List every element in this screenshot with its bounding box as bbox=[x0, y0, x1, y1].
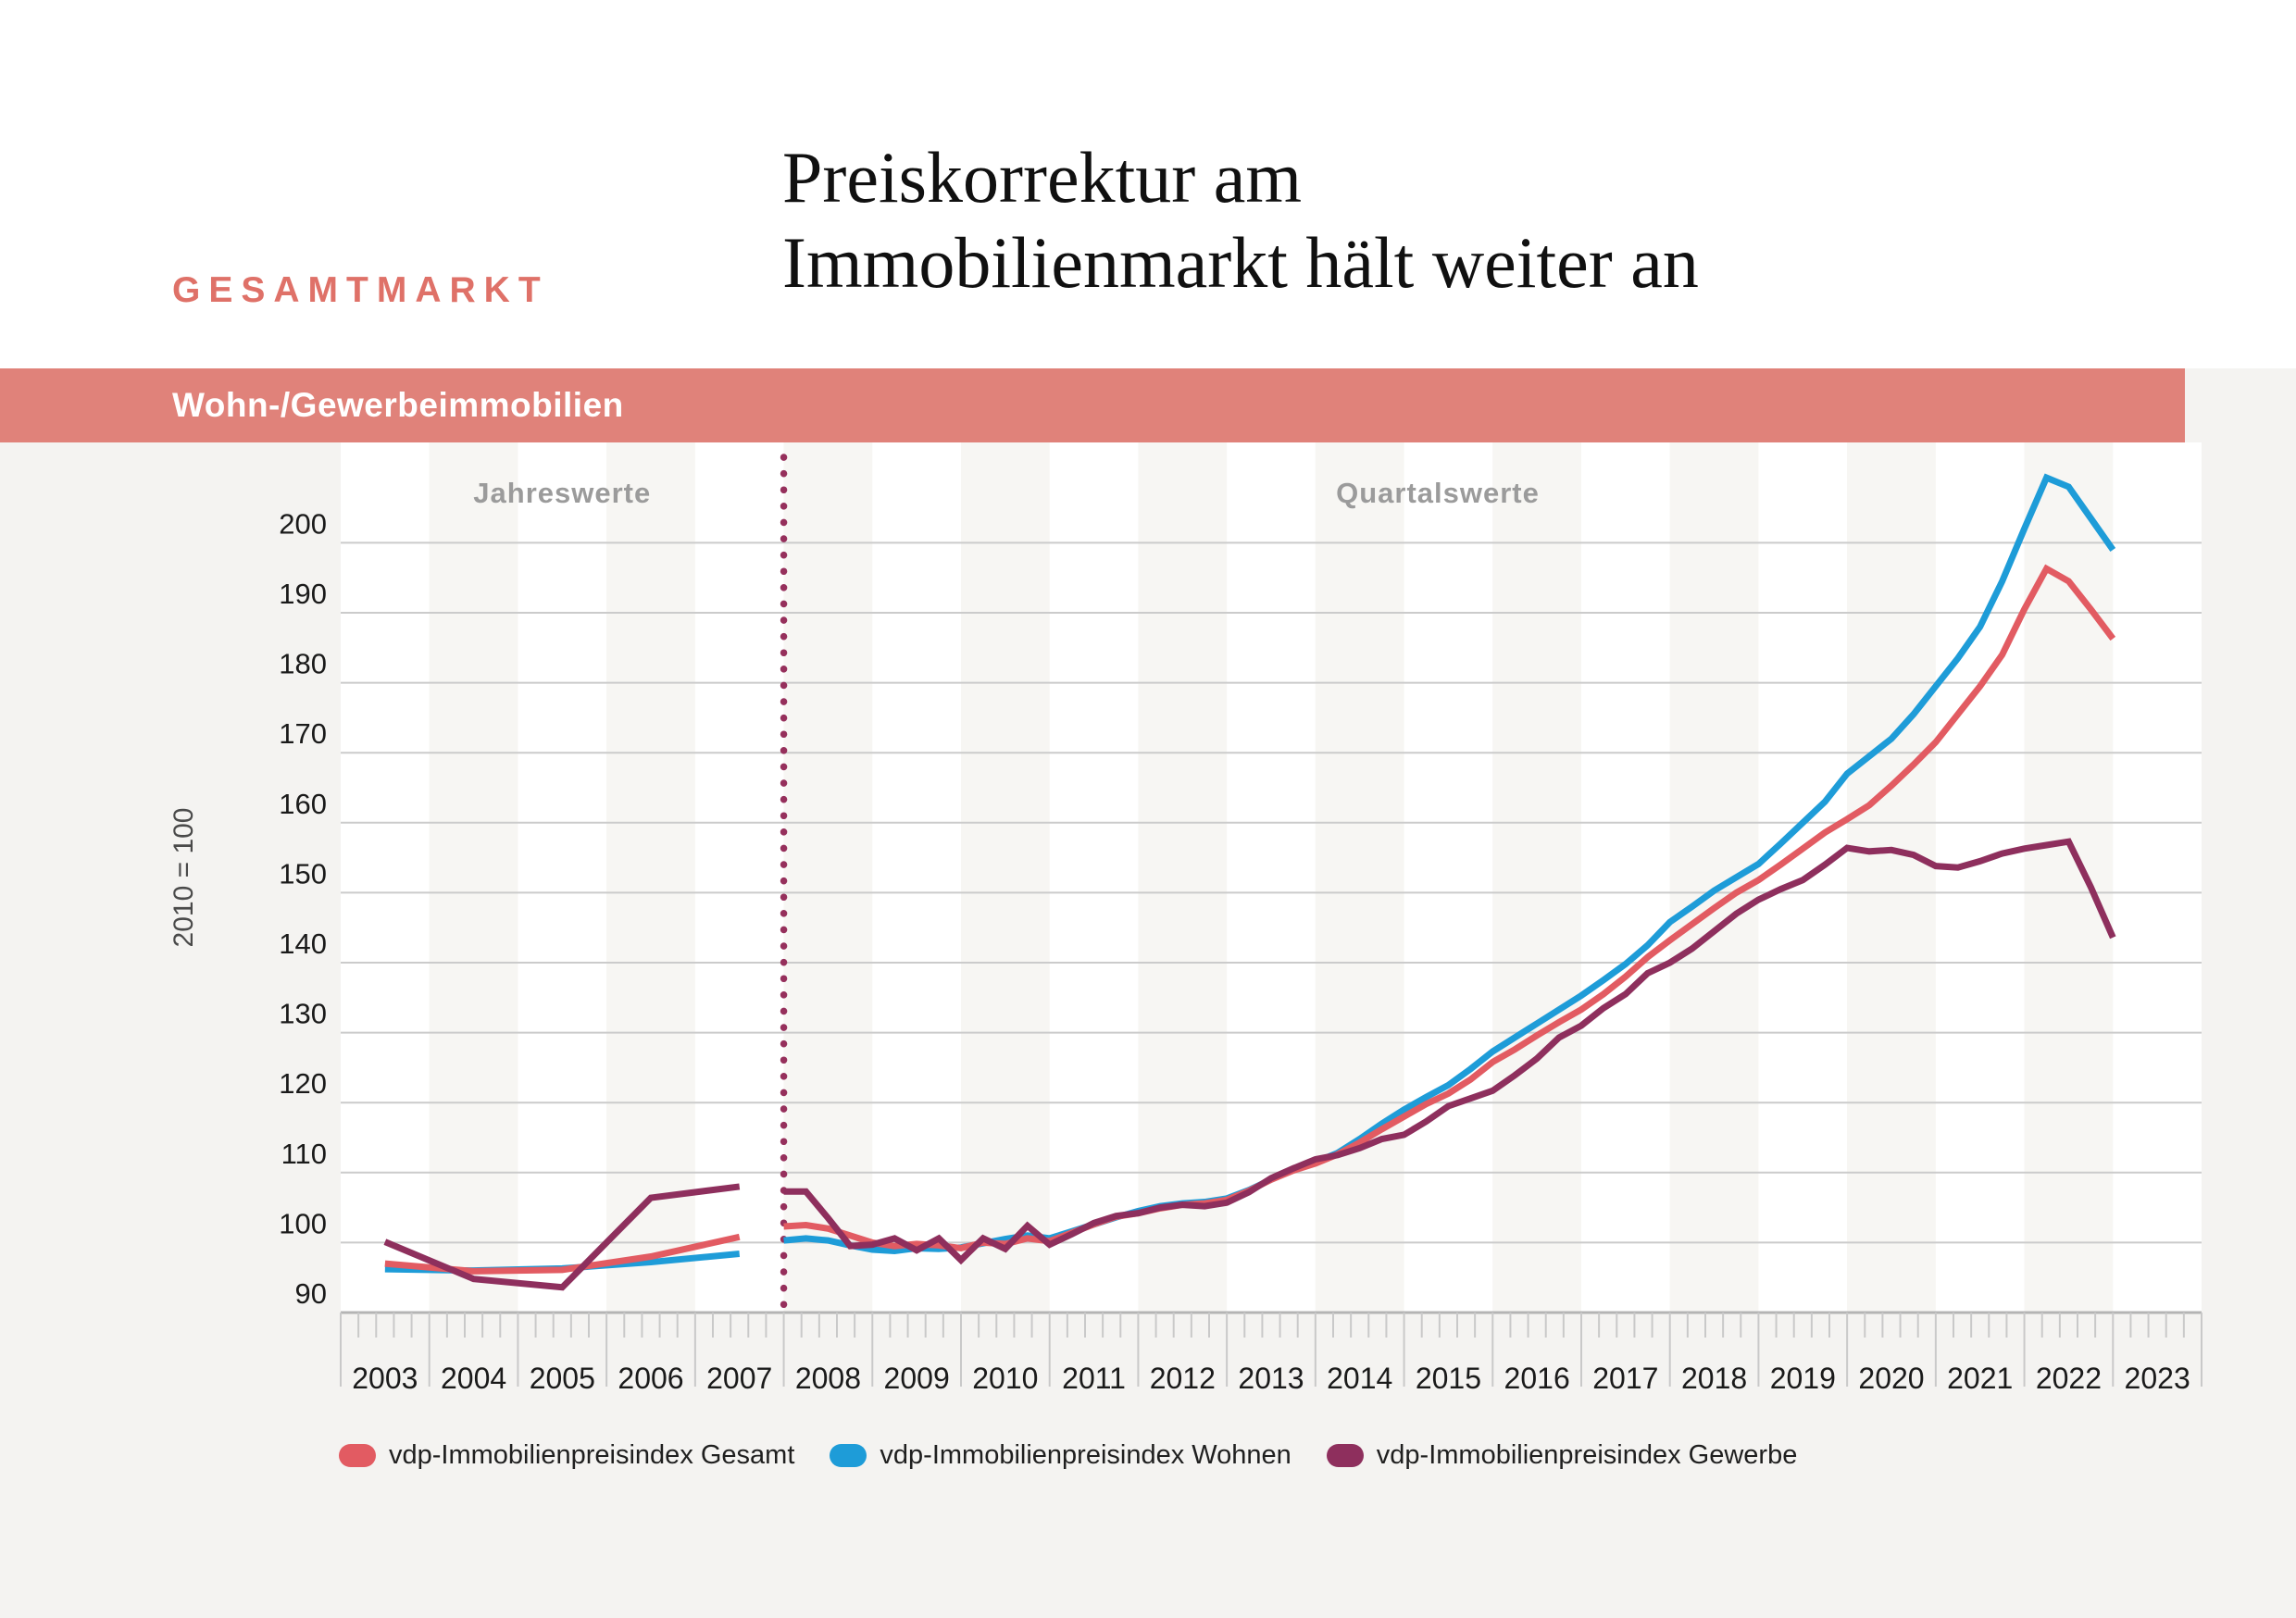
y-axis-label-110: 110 bbox=[281, 1138, 327, 1170]
legend-label-gewerbe: vdp-Immobilienpreisindex Gewerbe bbox=[1376, 1439, 1798, 1470]
x-axis-label-2010: 2010 bbox=[972, 1362, 1038, 1395]
x-axis-label-2009: 2009 bbox=[884, 1362, 950, 1395]
x-axis-label-2019: 2019 bbox=[1770, 1362, 1836, 1395]
x-axis-label-2003: 2003 bbox=[352, 1362, 418, 1395]
y-axis-label-170: 170 bbox=[279, 717, 327, 750]
legend-item-wohnen: vdp-Immobilienpreisindex Wohnen bbox=[830, 1439, 1292, 1471]
year-band-2017 bbox=[1581, 442, 1670, 1313]
year-band-2010 bbox=[961, 442, 1050, 1313]
title-line-1: Preiskorrektur am bbox=[782, 137, 1303, 218]
legend-swatch-gesamt bbox=[339, 1443, 376, 1467]
y-axis-label-100: 100 bbox=[279, 1207, 327, 1239]
x-axis-label-2011: 2011 bbox=[1062, 1362, 1126, 1395]
year-band-2022 bbox=[2024, 442, 2114, 1313]
year-band-2007 bbox=[694, 442, 784, 1313]
y-axis-label-150: 150 bbox=[279, 857, 327, 890]
legend-item-gewerbe: vdp-Immobilienpreisindex Gewerbe bbox=[1326, 1439, 1798, 1471]
section-label-annual: Jahreswerte bbox=[473, 477, 651, 509]
page-title: Preiskorrektur am Immobilienmarkt hält w… bbox=[782, 135, 1699, 305]
y-axis-label-190: 190 bbox=[279, 578, 327, 610]
x-axis-label-2017: 2017 bbox=[1592, 1362, 1658, 1395]
x-axis-label-2020: 2020 bbox=[1858, 1362, 1924, 1395]
year-band-2004 bbox=[429, 442, 518, 1313]
section-label-quarterly: Quartalswerte bbox=[1336, 477, 1540, 509]
year-band-2015 bbox=[1404, 442, 1493, 1313]
chart-legend: vdp-Immobilienpreisindex Gesamt vdp-Immo… bbox=[339, 1437, 1797, 1474]
legend-label-gesamt: vdp-Immobilienpreisindex Gesamt bbox=[389, 1439, 795, 1470]
y-axis-label-200: 200 bbox=[279, 507, 327, 540]
x-axis-label-2008: 2008 bbox=[795, 1362, 861, 1395]
x-axis-label-2004: 2004 bbox=[441, 1362, 506, 1395]
x-axis-label-2021: 2021 bbox=[1947, 1362, 2013, 1395]
chart-banner-label: Wohn-/Gewerbeimmobilien bbox=[172, 386, 624, 424]
legend-swatch-wohnen bbox=[830, 1443, 867, 1467]
y-axis-label-130: 130 bbox=[279, 998, 327, 1030]
x-axis-label-2005: 2005 bbox=[530, 1362, 595, 1395]
x-axis-label-2023: 2023 bbox=[2125, 1362, 2190, 1395]
year-band-2020 bbox=[1847, 442, 1936, 1313]
x-axis-label-2013: 2013 bbox=[1238, 1362, 1304, 1395]
y-axis-label-120: 120 bbox=[279, 1067, 327, 1100]
x-axis-label-2018: 2018 bbox=[1681, 1362, 1747, 1395]
year-band-2014 bbox=[1315, 442, 1404, 1313]
x-axis-label-2015: 2015 bbox=[1416, 1362, 1481, 1395]
x-axis-label-2014: 2014 bbox=[1327, 1362, 1392, 1395]
y-axis-label-160: 160 bbox=[279, 788, 327, 820]
year-band-2016 bbox=[1492, 442, 1581, 1313]
series-quarterly-gesamt bbox=[783, 564, 2116, 1252]
year-band-2012 bbox=[1138, 442, 1228, 1313]
year-band-2003 bbox=[341, 442, 430, 1313]
x-axis-label-2006: 2006 bbox=[618, 1362, 683, 1395]
y-axis-label-90: 90 bbox=[295, 1277, 327, 1310]
title-line-2: Immobilienmarkt hält weiter an bbox=[782, 222, 1699, 304]
chart-banner: Wohn-/Gewerbeimmobilien bbox=[0, 368, 2185, 442]
series-quarterly-gewerbe bbox=[783, 838, 2116, 1265]
year-band-2009 bbox=[872, 442, 961, 1313]
year-band-2005 bbox=[518, 442, 607, 1313]
series-annual-gewerbe bbox=[383, 1183, 741, 1291]
year-band-2018 bbox=[1669, 442, 1759, 1313]
y-axis-label-180: 180 bbox=[279, 648, 327, 680]
x-axis-label-2022: 2022 bbox=[2036, 1362, 2102, 1395]
x-axis-label-2012: 2012 bbox=[1150, 1362, 1216, 1395]
x-axis-label-2016: 2016 bbox=[1504, 1362, 1570, 1395]
x-axis-label-2007: 2007 bbox=[706, 1362, 772, 1395]
legend-item-gesamt: vdp-Immobilienpreisindex Gesamt bbox=[339, 1440, 794, 1471]
y-axis-label-140: 140 bbox=[279, 927, 327, 960]
year-band-2006 bbox=[606, 442, 695, 1313]
kicker: GESAMTMARKT bbox=[172, 270, 549, 310]
series-quarterly-wohnen bbox=[783, 473, 2116, 1254]
y-axis-unit-label: 2010 = 100 bbox=[168, 808, 199, 948]
year-band-2008 bbox=[783, 442, 873, 1313]
year-band-2023 bbox=[2113, 442, 2202, 1313]
year-band-2011 bbox=[1049, 442, 1139, 1313]
year-band-2021 bbox=[1935, 442, 2025, 1313]
legend-swatch-gewerbe bbox=[1326, 1443, 1364, 1467]
legend-label-wohnen: vdp-Immobilienpreisindex Wohnen bbox=[880, 1439, 1292, 1470]
